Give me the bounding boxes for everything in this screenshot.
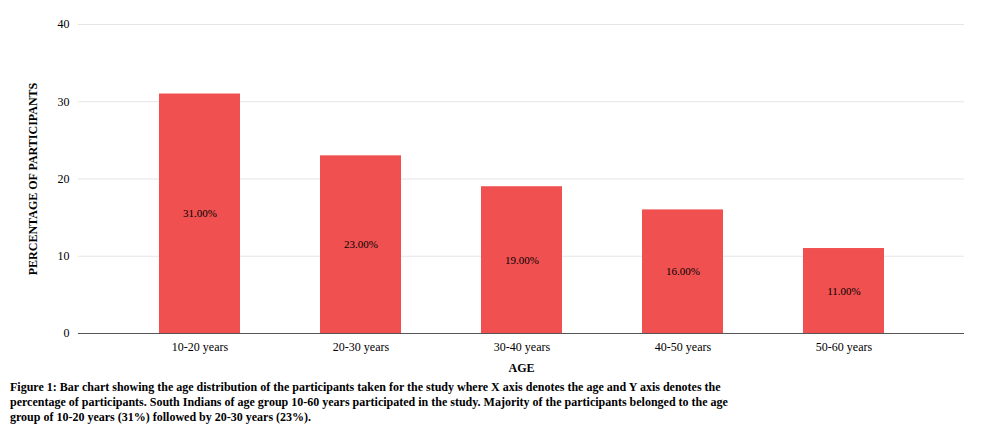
svg-text:AGE: AGE [508, 361, 534, 375]
svg-text:30-40 years: 30-40 years [494, 340, 551, 354]
svg-text:PERCENTAGE OF PARTICIPANTS: PERCENTAGE OF PARTICIPANTS [26, 82, 40, 275]
svg-text:19.00%: 19.00% [505, 254, 539, 266]
svg-text:0: 0 [64, 326, 70, 340]
svg-text:20: 20 [58, 172, 70, 186]
html-text:percentage of participants. So: percentage of participants. South Indian… [10, 395, 728, 409]
svg-text:11.00%: 11.00% [827, 285, 861, 297]
svg-text:50-60 years: 50-60 years [816, 340, 873, 354]
svg-text:40: 40 [58, 17, 70, 31]
svg-text:10-20 years: 10-20 years [172, 340, 229, 354]
svg-text:40-50 years: 40-50 years [655, 340, 712, 354]
html-text:Figure 1: Bar chart showing th: Figure 1: Bar chart showing the age dist… [10, 380, 721, 394]
html-text:group of 10-20 years (31%) fol: group of 10-20 years (31%) followed by 2… [10, 410, 312, 424]
svg-text:20-30 years: 20-30 years [333, 340, 390, 354]
svg-text:30: 30 [58, 95, 70, 109]
svg-text:31.00%: 31.00% [183, 207, 217, 219]
svg-text:16.00%: 16.00% [666, 265, 700, 277]
svg-text:23.00%: 23.00% [344, 238, 378, 250]
svg-text:10: 10 [58, 249, 70, 263]
